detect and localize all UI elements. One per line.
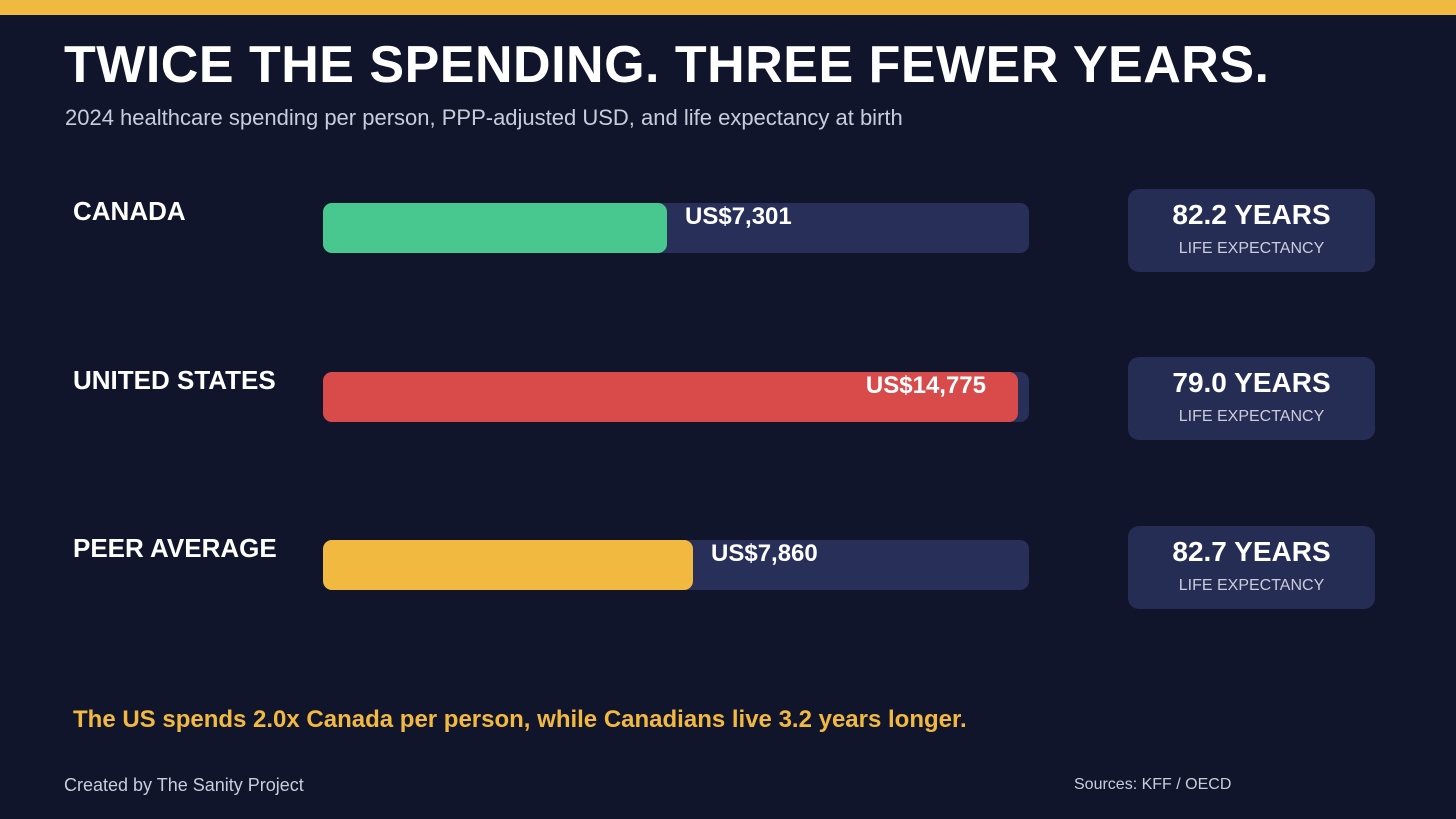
life-expectancy-label: LIFE EXPECTANCY [1178,408,1325,425]
life-expectancy-value: 82.2 YEARS [1172,199,1331,230]
chart-title: TWICE THE SPENDING. THREE FEWER YEARS. [64,36,1270,94]
bar-value-label-canada: US$7,301 [685,203,792,230]
bar-peer-average [323,540,693,590]
bar-track-united-states: US$14,775 [323,372,1029,422]
bar-track-canada: US$7,301 [323,203,1029,253]
life-expectancy-value: 79.0 YEARS [1172,367,1331,398]
bar-value-label-peer-average: US$7,860 [711,540,818,567]
life-expectancy-card-canada: 82.2 YEARS LIFE EXPECTANCY [1128,189,1375,272]
life-expectancy-value: 82.7 YEARS [1172,536,1331,567]
chart-subtitle: 2024 healthcare spending per person, PPP… [65,105,903,130]
bar-united-states [323,372,1018,422]
bar-track-peer-average: US$7,860 [323,540,1029,590]
takeaway-callout: The US spends 2.0x Canada per person, wh… [73,706,967,733]
category-label-united-states: UNITED STATES [73,365,276,395]
sources-line: Sources: KFF / OECD [1074,776,1232,793]
credit-line: Created by The Sanity Project [64,775,304,795]
category-label-peer-average: PEER AVERAGE [73,533,277,563]
category-label-canada: CANADA [73,196,186,226]
top-accent-stripe [0,0,1456,15]
life-expectancy-card-peer-average: 82.7 YEARS LIFE EXPECTANCY [1128,526,1375,609]
bar-canada [323,203,667,253]
bar-value-label-united-states: US$14,775 [865,372,986,399]
life-expectancy-label: LIFE EXPECTANCY [1178,240,1325,257]
life-expectancy-label: LIFE EXPECTANCY [1178,577,1325,594]
life-expectancy-card-united-states: 79.0 YEARS LIFE EXPECTANCY [1128,357,1375,440]
